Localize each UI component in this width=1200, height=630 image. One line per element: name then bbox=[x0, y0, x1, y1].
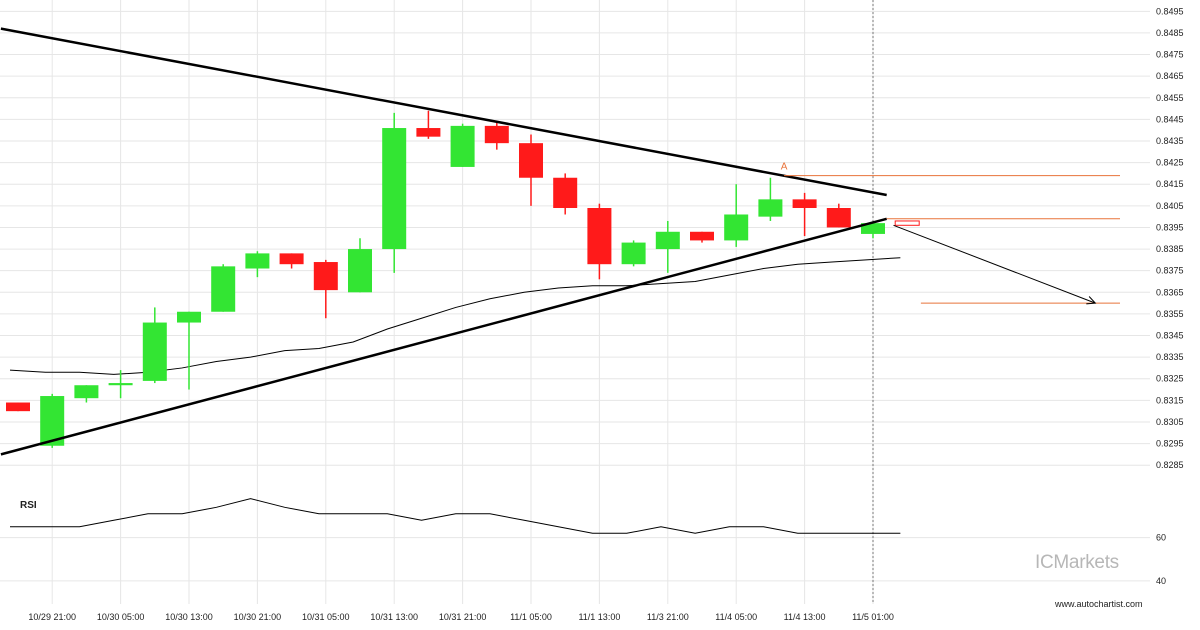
projection-arrow-head bbox=[1086, 296, 1097, 305]
autochartist-credit: www.autochartist.com bbox=[1055, 599, 1143, 609]
y-tick-label: 0.8495 bbox=[1156, 6, 1184, 16]
candle-up bbox=[621, 242, 646, 265]
y-tick-label: 0.8285 bbox=[1156, 460, 1184, 470]
y-tick-label: 0.8475 bbox=[1156, 50, 1184, 60]
y-tick-label: 0.8405 bbox=[1156, 201, 1184, 211]
candle-down bbox=[6, 402, 30, 412]
x-tick-label: 10/30 13:00 bbox=[165, 612, 213, 622]
y-tick-label: 0.8295 bbox=[1156, 439, 1184, 449]
watermark-prefix: IC bbox=[1035, 552, 1054, 573]
candle-down bbox=[519, 143, 543, 178]
candle-up bbox=[861, 223, 885, 234]
y-tick-label: 0.8435 bbox=[1156, 136, 1184, 146]
point-label-a: A bbox=[781, 161, 788, 172]
candle-down bbox=[313, 262, 338, 291]
pending-candle bbox=[894, 220, 920, 226]
rsi-tick-label: 40 bbox=[1156, 576, 1166, 586]
y-tick-label: 0.8325 bbox=[1156, 374, 1184, 384]
y-tick-label: 0.8355 bbox=[1156, 309, 1184, 319]
y-tick-label: 0.8395 bbox=[1156, 222, 1184, 232]
candle-up bbox=[655, 231, 680, 250]
x-tick-label: 11/5 01:00 bbox=[852, 612, 894, 622]
projection-arrow-line bbox=[893, 224, 1096, 304]
x-tick-label: 10/30 21:00 bbox=[234, 612, 282, 622]
y-tick-label: 0.8455 bbox=[1156, 93, 1184, 103]
rsi-label: RSI bbox=[20, 500, 37, 511]
y-tick-label: 0.8345 bbox=[1156, 331, 1184, 341]
y-tick-label: 0.8305 bbox=[1156, 417, 1184, 427]
candle-down bbox=[416, 128, 441, 137]
y-tick-label: 0.8465 bbox=[1156, 71, 1184, 81]
candle-down bbox=[826, 208, 851, 228]
candle-up bbox=[142, 322, 167, 381]
x-tick-label: 11/4 13:00 bbox=[784, 612, 826, 622]
candle-down bbox=[587, 208, 612, 265]
support-line bbox=[0, 217, 888, 456]
candle-down bbox=[690, 231, 714, 241]
y-tick-label: 0.8315 bbox=[1156, 395, 1184, 405]
candle-up bbox=[211, 266, 236, 312]
candle-up bbox=[74, 385, 99, 399]
y-tick-label: 0.8335 bbox=[1156, 352, 1184, 362]
candle-up bbox=[40, 396, 65, 446]
resistance-line bbox=[0, 27, 887, 197]
y-tick-label: 0.8365 bbox=[1156, 287, 1184, 297]
candle-up bbox=[724, 214, 749, 241]
x-tick-label: 10/31 21:00 bbox=[439, 612, 487, 622]
x-tick-label: 11/3 21:00 bbox=[647, 612, 689, 622]
watermark-text: Markets bbox=[1053, 552, 1119, 573]
x-tick-label: 10/31 13:00 bbox=[370, 612, 418, 622]
candle-down bbox=[484, 125, 509, 144]
candle-up bbox=[758, 199, 783, 217]
candle-down bbox=[792, 199, 817, 208]
candle-down bbox=[279, 253, 304, 265]
x-tick-label: 10/31 05:00 bbox=[302, 612, 350, 622]
x-tick-label: 11/1 05:00 bbox=[510, 612, 552, 622]
x-tick-label: 10/30 05:00 bbox=[97, 612, 145, 622]
candle-up bbox=[382, 128, 407, 250]
x-tick-label: 11/4 05:00 bbox=[715, 612, 757, 622]
candle-up bbox=[108, 383, 133, 386]
y-tick-label: 0.8425 bbox=[1156, 158, 1184, 168]
y-tick-label: 0.8485 bbox=[1156, 28, 1184, 38]
candle-down bbox=[553, 177, 578, 208]
y-tick-label: 0.8415 bbox=[1156, 179, 1184, 189]
icmarkets-watermark: ICMarkets bbox=[1035, 552, 1119, 574]
candle-up bbox=[245, 253, 270, 269]
rsi-line bbox=[10, 498, 901, 534]
candle-up bbox=[348, 249, 372, 293]
y-tick-label: 0.8385 bbox=[1156, 244, 1184, 254]
x-tick-label: 10/29 21:00 bbox=[28, 612, 76, 622]
candle-up bbox=[177, 311, 201, 323]
y-tick-label: 0.8445 bbox=[1156, 114, 1184, 124]
rsi-tick-label: 60 bbox=[1156, 533, 1166, 543]
candle-up bbox=[450, 125, 475, 167]
x-tick-label: 11/1 13:00 bbox=[578, 612, 620, 622]
y-tick-label: 0.8375 bbox=[1156, 266, 1184, 276]
